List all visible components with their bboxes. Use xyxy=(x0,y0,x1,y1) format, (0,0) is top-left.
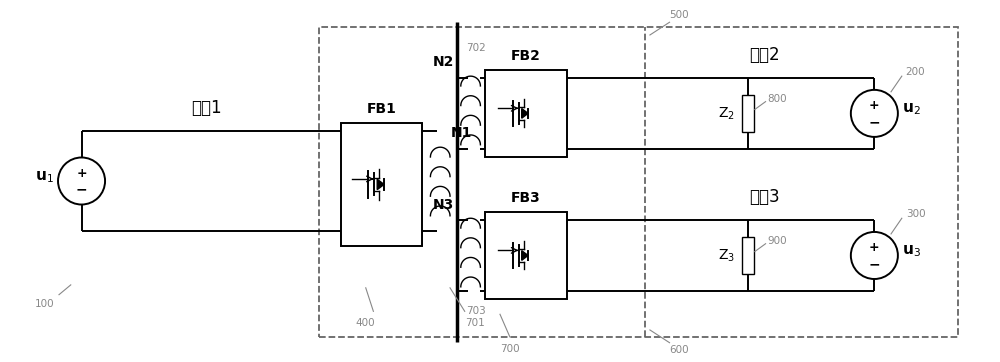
Circle shape xyxy=(851,232,898,279)
Text: +: + xyxy=(869,241,880,254)
Bar xyxy=(742,95,754,131)
Bar xyxy=(319,27,958,337)
Text: 600: 600 xyxy=(670,345,689,355)
Text: 701: 701 xyxy=(465,318,484,328)
Text: Z$_2$: Z$_2$ xyxy=(718,105,735,122)
Text: 500: 500 xyxy=(670,10,689,20)
Bar xyxy=(742,237,754,274)
Text: 200: 200 xyxy=(906,67,925,77)
Text: 400: 400 xyxy=(356,318,375,328)
Text: −: − xyxy=(869,115,880,129)
Bar xyxy=(485,212,567,299)
Text: u$_2$: u$_2$ xyxy=(902,102,921,117)
Polygon shape xyxy=(522,109,528,118)
Text: 800: 800 xyxy=(768,94,787,104)
Text: N2: N2 xyxy=(432,55,454,70)
Text: −: − xyxy=(869,257,880,271)
Text: FB1: FB1 xyxy=(366,102,396,116)
Polygon shape xyxy=(377,179,384,190)
Circle shape xyxy=(851,90,898,137)
Text: +: + xyxy=(869,99,880,112)
Text: 703: 703 xyxy=(466,307,485,316)
Text: 100: 100 xyxy=(34,299,54,310)
Text: 702: 702 xyxy=(466,43,485,52)
Text: u$_1$: u$_1$ xyxy=(35,169,54,185)
Text: 900: 900 xyxy=(768,236,787,246)
Bar xyxy=(341,123,422,246)
Text: 分区2: 分区2 xyxy=(749,46,780,64)
Text: +: + xyxy=(76,167,87,180)
Text: N3: N3 xyxy=(433,198,454,211)
Text: FB2: FB2 xyxy=(511,49,541,63)
Text: 700: 700 xyxy=(500,344,520,354)
Text: −: − xyxy=(76,183,87,197)
Text: 300: 300 xyxy=(906,209,925,219)
Text: u$_3$: u$_3$ xyxy=(902,244,921,260)
Bar xyxy=(485,70,567,156)
Text: 分区3: 分区3 xyxy=(749,188,780,206)
Text: FB3: FB3 xyxy=(511,191,541,206)
Text: Z$_3$: Z$_3$ xyxy=(718,247,735,264)
Circle shape xyxy=(58,157,105,205)
Text: N1: N1 xyxy=(451,126,472,140)
Polygon shape xyxy=(522,251,528,260)
Text: 分区1: 分区1 xyxy=(191,100,221,118)
